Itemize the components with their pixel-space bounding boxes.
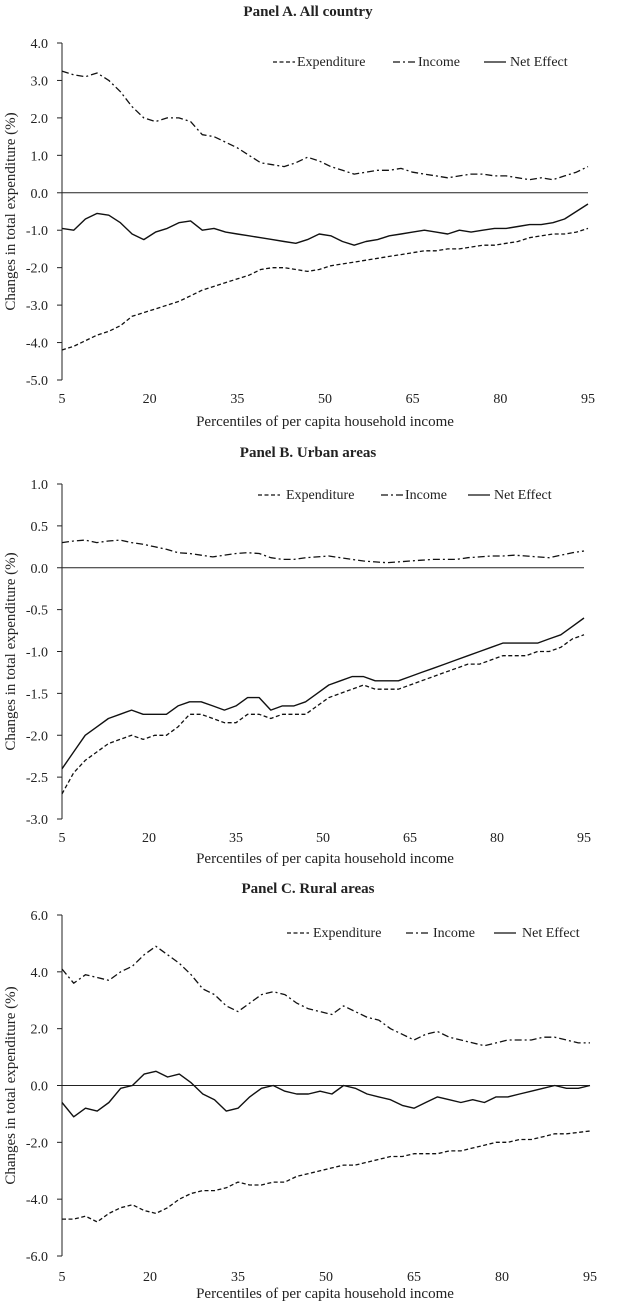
y-tick-label: 4.0 — [31, 966, 49, 981]
y-tick-label: 1.0 — [31, 149, 49, 164]
x-axis-label: Percentiles of per capita household inco… — [196, 1286, 454, 1302]
y-tick-label: -2.0 — [26, 729, 48, 744]
legend-label: Net Effect — [522, 926, 580, 941]
y-tick-label: -3.0 — [26, 299, 48, 314]
series-line-income — [61, 539, 585, 564]
x-tick-label: 35 — [230, 392, 244, 407]
y-tick-label: 2.0 — [31, 1023, 49, 1038]
x-tick-label: 50 — [316, 831, 330, 846]
y-tick-label: 0.0 — [31, 1080, 49, 1095]
chart-title: Panel C. Rural areas — [241, 881, 374, 897]
x-tick-label: 20 — [143, 1270, 157, 1285]
y-tick-label: -4.0 — [26, 337, 48, 352]
x-tick-label: 65 — [403, 831, 417, 846]
y-tick-label: -1.0 — [26, 646, 48, 661]
x-axis-label: Percentiles of per capita household inco… — [196, 414, 454, 430]
y-tick-label: 3.0 — [31, 74, 49, 89]
legend-label: Expenditure — [313, 926, 381, 941]
x-tick-label: 5 — [59, 831, 66, 846]
x-tick-label: 50 — [319, 1270, 333, 1285]
x-tick-label: 80 — [493, 392, 507, 407]
series-line-expenditure — [61, 634, 585, 795]
legend-label: Expenditure — [297, 55, 365, 70]
chart-panel-2: Panel C. Rural areas -6.0 -4.0 -2.0 0.0 2.0 4.… — [3, 881, 597, 1302]
y-tick-label: -3.0 — [26, 813, 48, 828]
y-tick-label: 2.0 — [31, 112, 49, 127]
legend: Expenditure Income Net Effect — [258, 488, 552, 503]
x-tick-label: 50 — [318, 392, 332, 407]
y-tick-label: -1.5 — [26, 687, 48, 702]
x-tick-label: 35 — [231, 1270, 245, 1285]
y-tick-label: 4.0 — [31, 37, 49, 52]
x-tick-label: 95 — [577, 831, 591, 846]
y-tick-label: -2.0 — [26, 262, 48, 277]
x-tick-label: 65 — [407, 1270, 421, 1285]
y-axis-label: Changes in total expenditure (%) — [3, 112, 19, 310]
y-tick-label: 1.0 — [31, 478, 49, 493]
y-tick-label: -5.0 — [26, 374, 48, 389]
y-tick-label: 0.5 — [31, 520, 49, 535]
x-axis-label: Percentiles of per capita household inco… — [196, 851, 454, 867]
x-tick-label: 95 — [581, 392, 595, 407]
y-tick-label: -2.5 — [26, 771, 48, 786]
y-tick-label: 0.0 — [31, 187, 49, 202]
x-tick-label: 5 — [59, 1270, 66, 1285]
series-line-income — [61, 70, 589, 181]
legend: Expenditure Income Net Effect — [287, 926, 580, 941]
x-tick-label: 95 — [583, 1270, 597, 1285]
x-tick-label: 80 — [490, 831, 504, 846]
x-tick-label: 20 — [142, 831, 156, 846]
series-line-expenditure — [62, 1130, 591, 1223]
legend: Expenditure Income Net Effect — [273, 55, 568, 70]
x-tick-label: 5 — [59, 392, 66, 407]
legend-label: Income — [433, 926, 475, 941]
y-tick-label: 0.0 — [31, 562, 49, 577]
chart-title: Panel B. Urban areas — [240, 445, 377, 461]
series-line-income — [61, 945, 590, 1047]
legend-label: Income — [418, 55, 460, 70]
y-tick-label: -4.0 — [26, 1193, 48, 1208]
series-line-net-effect — [61, 203, 589, 246]
chart-title: Panel A. All country — [243, 4, 373, 20]
x-tick-label: 80 — [495, 1270, 509, 1285]
series-line-net-effect — [61, 617, 585, 770]
x-tick-label: 65 — [406, 392, 420, 407]
legend-label: Net Effect — [510, 55, 568, 70]
y-tick-label: -1.0 — [26, 224, 48, 239]
chart-panel-0: Panel A. All country -5.0 -4.0 -3.0 -2.0 -1.0… — [3, 4, 595, 430]
legend-label: Income — [405, 488, 447, 503]
y-tick-label: -6.0 — [26, 1250, 48, 1265]
y-axis-label: Changes in total expenditure (%) — [3, 986, 19, 1184]
x-tick-label: 35 — [229, 831, 243, 846]
series-line-expenditure — [61, 227, 589, 351]
legend-label: Net Effect — [494, 488, 552, 503]
y-tick-label: 6.0 — [31, 909, 49, 924]
legend-label: Expenditure — [286, 488, 354, 503]
chart-panel-1: Panel B. Urban areas -3.0 -2.5 -2.0 -1.5 -1.0… — [3, 445, 591, 867]
y-tick-label: -0.5 — [26, 604, 48, 619]
x-tick-label: 20 — [143, 392, 157, 407]
y-tick-label: -2.0 — [26, 1136, 48, 1151]
y-axis-label: Changes in total expenditure (%) — [3, 552, 19, 750]
series-line-net-effect — [61, 1070, 591, 1118]
